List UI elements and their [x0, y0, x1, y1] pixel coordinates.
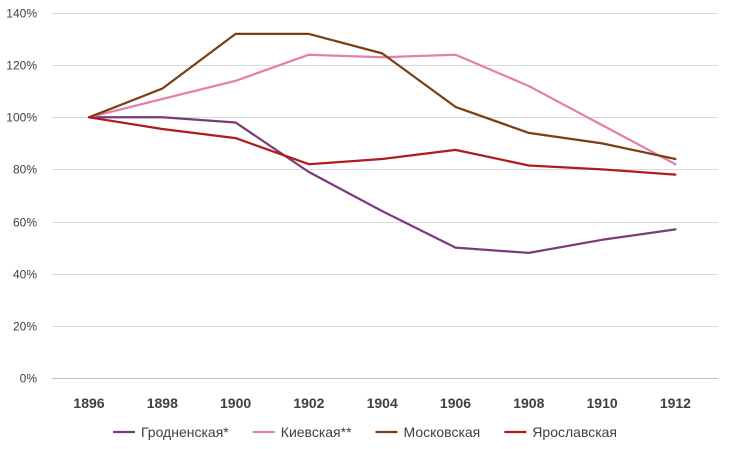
legend-item: Киевская**	[252, 424, 352, 440]
series-line-1	[87, 116, 677, 255]
gridlines	[52, 13, 718, 379]
series-line-3	[87, 32, 677, 161]
y-axis-tick-labels: 0% 20% 40% 60% 80% 100% 120% 140%	[6, 7, 37, 386]
x-tick-label: 1912	[660, 395, 691, 411]
x-tick-label: 1910	[587, 395, 618, 411]
y-tick-label: 20%	[13, 320, 37, 334]
legend-item: Московская	[375, 424, 481, 440]
x-tick-label: 1900	[220, 395, 251, 411]
x-tick-label: 1908	[513, 395, 544, 411]
y-tick-label: 0%	[20, 372, 38, 386]
x-axis-tick-labels: 1896 1898 1900 1902 1904 1906 1908 1910 1912	[73, 395, 691, 411]
legend-label: Ярославская	[532, 424, 617, 440]
y-tick-label: 60%	[13, 216, 37, 230]
legend-label: Московская	[404, 424, 481, 440]
series-line-2	[87, 53, 677, 166]
y-tick-label: 140%	[6, 7, 37, 21]
y-tick-label: 100%	[6, 111, 37, 125]
x-tick-label: 1906	[440, 395, 471, 411]
legend-item: Гродненская*	[113, 424, 229, 440]
y-tick-label: 40%	[13, 268, 37, 282]
x-tick-label: 1904	[367, 395, 398, 411]
legend-item: Ярославская	[504, 424, 617, 440]
series-line-4	[87, 116, 677, 176]
y-tick-label: 120%	[6, 59, 37, 73]
y-tick-label: 80%	[13, 163, 37, 177]
legend-label: Гродненская*	[141, 424, 229, 440]
x-tick-label: 1896	[73, 395, 104, 411]
x-tick-label: 1898	[147, 395, 178, 411]
x-tick-label: 1902	[293, 395, 324, 411]
legend: Гродненская* Киевская** Московская Ярославс…	[113, 424, 617, 440]
series-lines	[87, 32, 677, 255]
legend-label: Киевская**	[281, 424, 352, 440]
